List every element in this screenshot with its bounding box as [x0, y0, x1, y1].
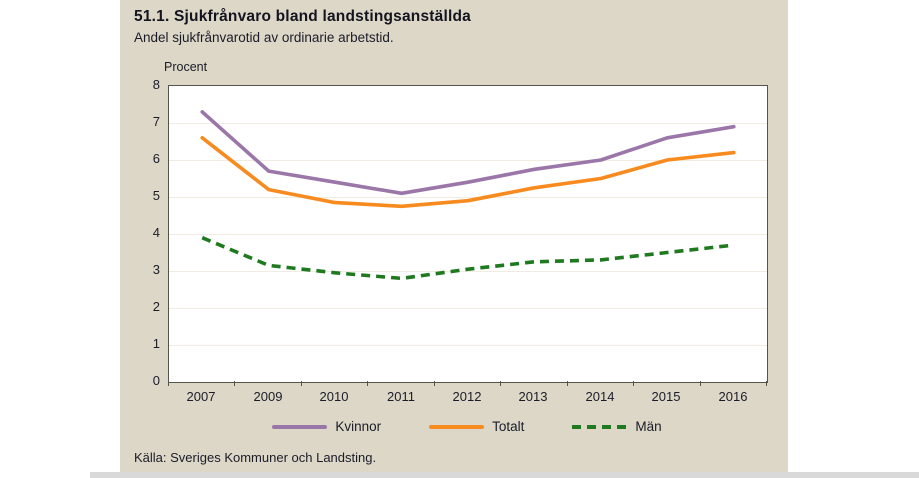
- gridline: [169, 234, 767, 235]
- x-tick-mark: [367, 381, 368, 386]
- totalt-line-swatch: [429, 424, 485, 429]
- y-tick-label-6: 6: [152, 151, 160, 166]
- x-tick-mark: [168, 381, 169, 386]
- series-lines: [200, 110, 736, 281]
- x-tick-label-2012: 2012: [452, 389, 482, 404]
- chart-title: 51.1. Sjukfrånvaro bland landstingsanstä…: [134, 8, 471, 25]
- y-tick-label-0: 0: [152, 373, 160, 388]
- y-tick-label-2: 2: [152, 299, 160, 314]
- kvinnor-line-swatch: [272, 424, 328, 429]
- source-note: Källa: Sveriges Kommuner och Landsting.: [134, 450, 377, 465]
- legend-label-kvinnor: Kvinnor: [335, 419, 382, 434]
- series-line-totalt: [200, 135, 736, 209]
- x-tick-label-2016: 2016: [718, 389, 748, 404]
- x-tick-mark: [766, 381, 767, 386]
- gridline: [169, 197, 767, 198]
- x-tick-label-2015: 2015: [651, 389, 681, 404]
- gridline: [169, 271, 767, 272]
- series-line-kvinnor: [200, 110, 736, 196]
- bottom-divider: [90, 472, 919, 478]
- x-tick-label-2014: 2014: [585, 389, 615, 404]
- plot-area: [168, 85, 768, 383]
- legend-item-kvinnor: Kvinnor: [272, 419, 381, 434]
- y-tick-label-4: 4: [152, 225, 160, 240]
- legend-item-man: Män: [572, 419, 662, 434]
- man-line-swatch: [572, 424, 628, 429]
- y-tick-label-8: 8: [152, 77, 160, 92]
- y-tick-label-3: 3: [152, 262, 160, 277]
- chart-subtitle: Andel sjukfrånvarotid av ordinarie arbet…: [134, 30, 394, 45]
- x-tick-label-2007: 2007: [186, 389, 216, 404]
- x-tick-mark: [567, 381, 568, 386]
- x-tick-label-2013: 2013: [518, 389, 548, 404]
- y-tick-label-7: 7: [152, 114, 160, 129]
- x-tick-label-2009: 2009: [253, 389, 283, 404]
- gridline: [169, 308, 767, 309]
- x-tick-label-2010: 2010: [319, 389, 349, 404]
- legend-label-totalt: Totalt: [492, 419, 525, 434]
- legend-item-totalt: Totalt: [429, 419, 524, 434]
- x-tick-mark: [434, 381, 435, 386]
- x-tick-mark: [234, 381, 235, 386]
- gridline: [169, 160, 767, 161]
- y-axis-unit-label: Procent: [164, 60, 208, 74]
- gridline: [169, 345, 767, 346]
- y-tick-label-5: 5: [152, 188, 160, 203]
- x-tick-mark: [700, 381, 701, 386]
- series-line-män: [201, 236, 734, 281]
- legend-label-man: Män: [635, 419, 662, 434]
- y-tick-label-1: 1: [152, 336, 160, 351]
- legend: Kvinnor Totalt Män: [168, 419, 766, 434]
- x-tick-mark: [301, 381, 302, 386]
- x-tick-mark: [500, 381, 501, 386]
- x-tick-label-2011: 2011: [387, 389, 415, 404]
- gridline: [169, 123, 767, 124]
- x-tick-mark: [633, 381, 634, 386]
